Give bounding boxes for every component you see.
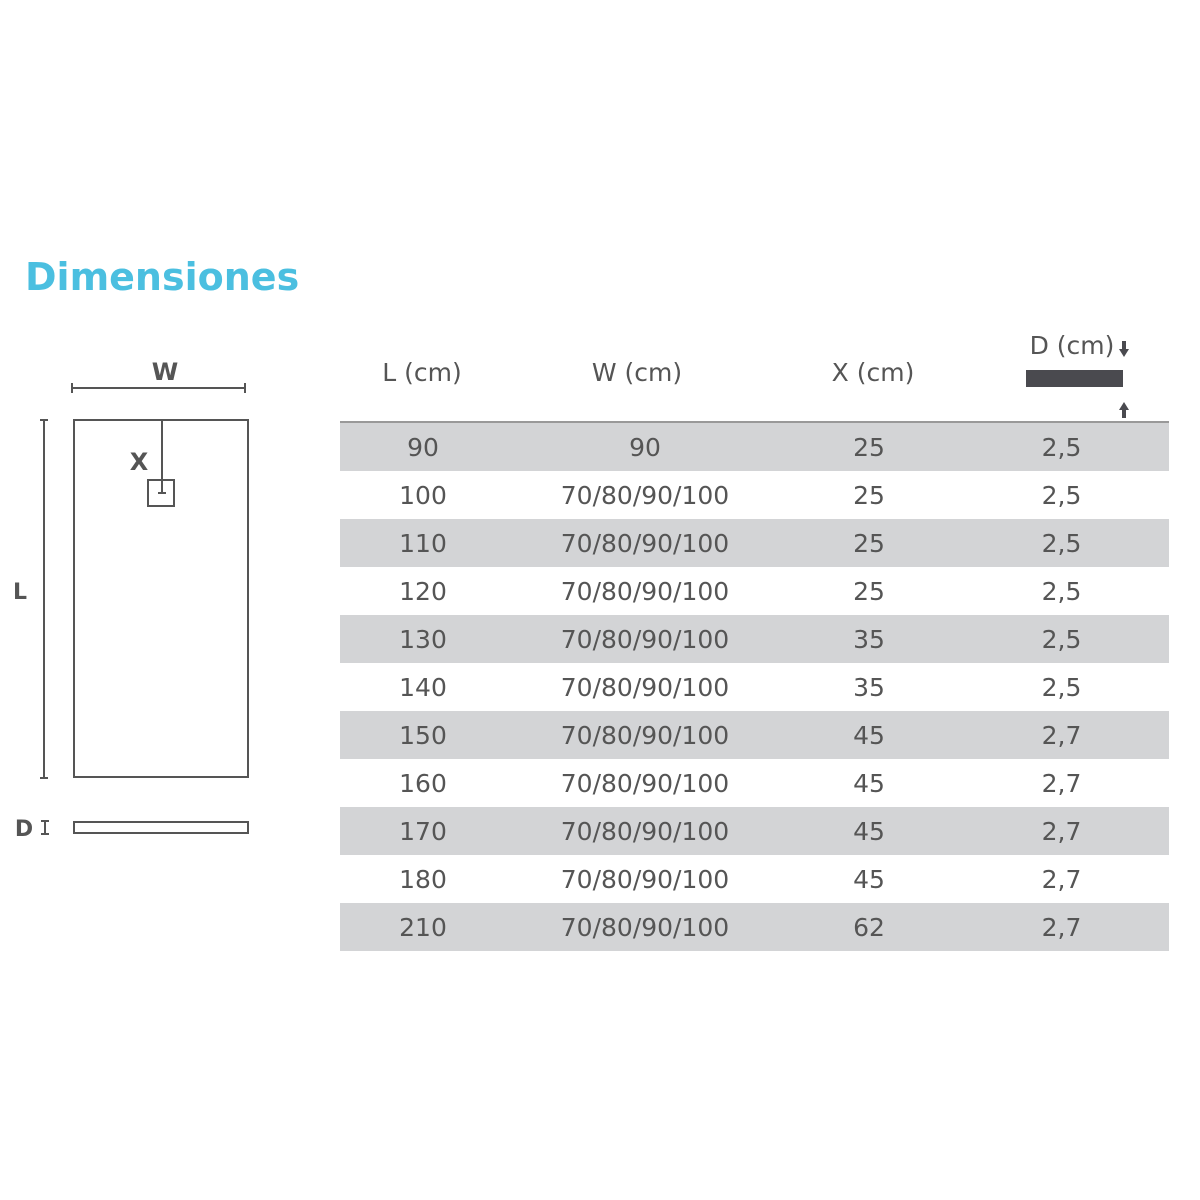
table-cell: 62 bbox=[784, 903, 954, 951]
table-cell: 2,5 bbox=[954, 422, 1169, 471]
drain-square bbox=[147, 479, 175, 507]
table-cell: 2,7 bbox=[1041, 864, 1082, 894]
table-cell: 2,7 bbox=[954, 711, 1169, 759]
table-cell: 90 bbox=[340, 422, 506, 471]
table-cell: 140 bbox=[399, 672, 447, 702]
header-x: X (cm) bbox=[831, 358, 915, 387]
table-row: 90 90 25 2,5 bbox=[340, 422, 1169, 471]
table-row: 130 70/80/90/100 35 2,5 bbox=[340, 615, 1169, 663]
l-label: L bbox=[13, 580, 27, 605]
table-cell: 2,7 bbox=[954, 903, 1169, 951]
table-cell: 70/80/90/100 bbox=[560, 672, 730, 702]
dimensions-table: 90 90 25 2,5 100 70/80/90/100 25 2,5 110 70/80/90… bbox=[340, 421, 1169, 951]
table-cell: 110 bbox=[340, 519, 506, 567]
table-cell: 70/80/90/100 bbox=[506, 519, 784, 567]
table-cell: 45 bbox=[853, 768, 885, 798]
table-cell: 70/80/90/100 bbox=[506, 903, 784, 951]
page-title: Dimensiones bbox=[25, 255, 300, 299]
w-label: W bbox=[152, 358, 178, 386]
table-cell: 70/80/90/100 bbox=[560, 480, 730, 510]
table-cell: 70/80/90/100 bbox=[506, 615, 784, 663]
table-row: 160 70/80/90/100 45 2,7 bbox=[340, 759, 1169, 807]
table-cell: 2,7 bbox=[1041, 768, 1082, 798]
table-cell: 35 bbox=[853, 672, 885, 702]
table-cell: 70/80/90/100 bbox=[560, 864, 730, 894]
thickness-bar-icon bbox=[1026, 370, 1123, 387]
table-cell: 70/80/90/100 bbox=[506, 711, 784, 759]
table-cell: 130 bbox=[340, 615, 506, 663]
table-cell: 2,7 bbox=[954, 807, 1169, 855]
table-row: 110 70/80/90/100 25 2,5 bbox=[340, 519, 1169, 567]
table-cell: 2,5 bbox=[954, 615, 1169, 663]
table-cell: 45 bbox=[784, 711, 954, 759]
table-cell: 2,5 bbox=[954, 519, 1169, 567]
table-cell: 70/80/90/100 bbox=[506, 807, 784, 855]
table-cell: 150 bbox=[340, 711, 506, 759]
table-cell: 90 bbox=[506, 422, 784, 471]
table-cell: 25 bbox=[853, 480, 885, 510]
table-cell: 45 bbox=[784, 807, 954, 855]
table-row: 140 70/80/90/100 35 2,5 bbox=[340, 663, 1169, 711]
header-d: D (cm) bbox=[1029, 331, 1115, 360]
table-cell: 2,5 bbox=[1041, 576, 1082, 606]
table-cell: 120 bbox=[399, 576, 447, 606]
x-label: X bbox=[130, 448, 149, 476]
arrow-down-icon bbox=[1119, 341, 1129, 357]
table-cell: 2,5 bbox=[1041, 480, 1082, 510]
table-cell: 35 bbox=[784, 615, 954, 663]
table-row: 100 70/80/90/100 25 2,5 bbox=[340, 471, 1169, 519]
table-row: 170 70/80/90/100 45 2,7 bbox=[340, 807, 1169, 855]
table-cell: 170 bbox=[340, 807, 506, 855]
table-cell: 25 bbox=[784, 519, 954, 567]
d-label: D bbox=[15, 817, 33, 842]
table-cell: 210 bbox=[340, 903, 506, 951]
arrow-up-icon bbox=[1119, 402, 1129, 418]
table-row: 210 70/80/90/100 62 2,7 bbox=[340, 903, 1169, 951]
header-w: W (cm) bbox=[591, 358, 683, 387]
table-cell: 180 bbox=[399, 864, 447, 894]
table-cell: 70/80/90/100 bbox=[560, 576, 730, 606]
table-row: 120 70/80/90/100 25 2,5 bbox=[340, 567, 1169, 615]
table-cell: 70/80/90/100 bbox=[560, 768, 730, 798]
table-cell: 45 bbox=[853, 864, 885, 894]
table-row: 150 70/80/90/100 45 2,7 bbox=[340, 711, 1169, 759]
tray-profile bbox=[73, 821, 249, 834]
table-cell: 25 bbox=[784, 422, 954, 471]
header-l: L (cm) bbox=[382, 358, 462, 387]
table-cell: 160 bbox=[399, 768, 447, 798]
table-cell: 25 bbox=[853, 576, 885, 606]
table-row: 180 70/80/90/100 45 2,7 bbox=[340, 855, 1169, 903]
table-cell: 100 bbox=[399, 480, 447, 510]
table-cell: 2,5 bbox=[1041, 672, 1082, 702]
